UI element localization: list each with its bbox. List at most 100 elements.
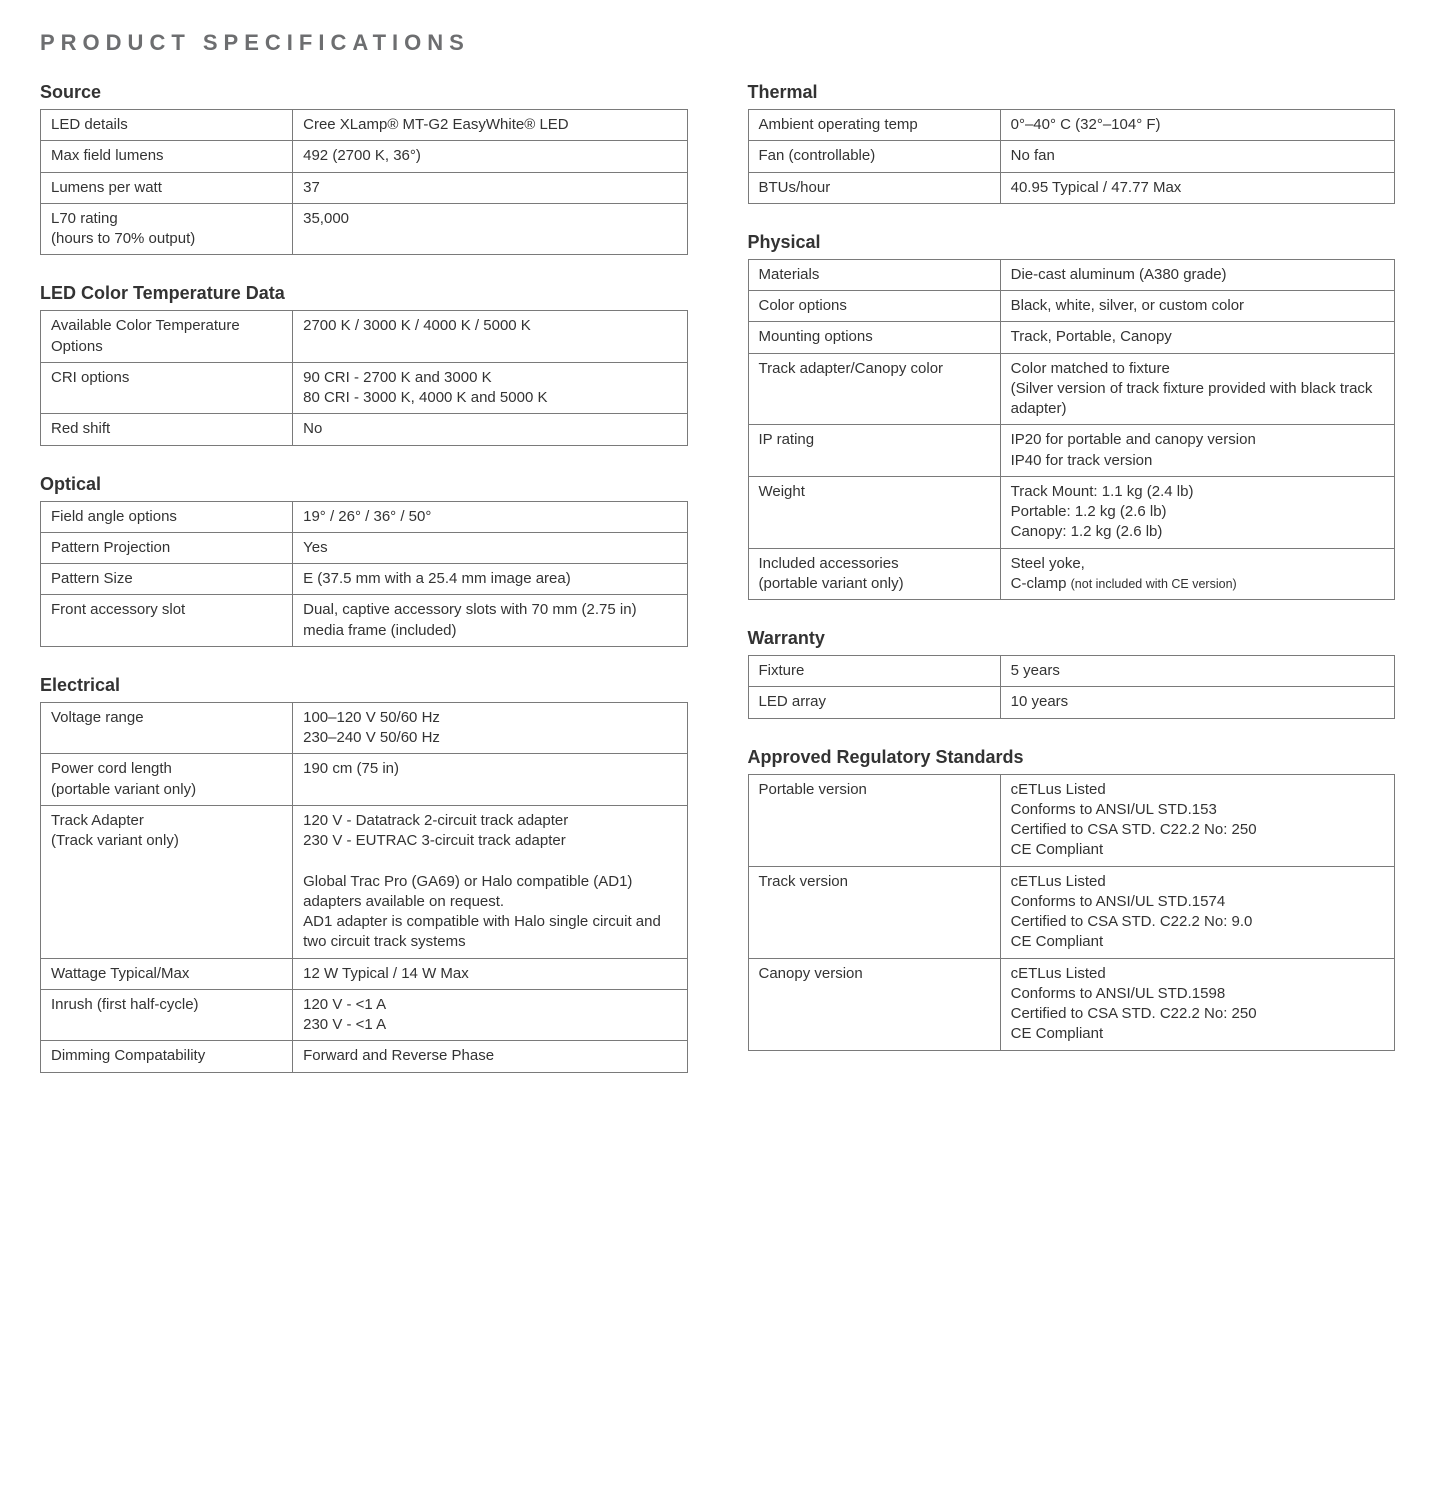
cell-value: E (37.5 mm with a 25.4 mm image area): [293, 564, 687, 595]
table-row: Canopy version cETLus Listed Conforms to…: [748, 958, 1395, 1050]
cell-label: Ambient operating temp: [748, 110, 1000, 141]
cell-label: BTUs/hour: [748, 172, 1000, 203]
cell-value: 10 years: [1000, 687, 1394, 718]
table-row: Pattern Size E (37.5 mm with a 25.4 mm i…: [41, 564, 688, 595]
section-source: Source LED details Cree XLamp® MT-G2 Eas…: [40, 82, 688, 255]
cell-label: Lumens per watt: [41, 172, 293, 203]
table-physical: Materials Die-cast aluminum (A380 grade)…: [748, 259, 1396, 600]
section-optical: Optical Field angle options 19° / 26° / …: [40, 474, 688, 647]
cell-label: Front accessory slot: [41, 595, 293, 647]
cell-label: Inrush (first half-cycle): [41, 989, 293, 1041]
cell-value: 5 years: [1000, 656, 1394, 687]
cell-value: No: [293, 414, 687, 445]
section-title-optical: Optical: [40, 474, 688, 495]
cell-value: 120 V - Datatrack 2-circuit track adapte…: [293, 805, 687, 958]
section-warranty: Warranty Fixture 5 years LED array 10 ye…: [748, 628, 1396, 719]
cell-label: Fan (controllable): [748, 141, 1000, 172]
table-row: Power cord length (portable variant only…: [41, 754, 688, 806]
table-row: CRI options 90 CRI - 2700 K and 3000 K 8…: [41, 362, 688, 414]
table-row: Front accessory slot Dual, captive acces…: [41, 595, 688, 647]
cell-label: Pattern Projection: [41, 532, 293, 563]
cell-value: 12 W Typical / 14 W Max: [293, 958, 687, 989]
cell-label: Track Adapter (Track variant only): [41, 805, 293, 958]
cell-label: Weight: [748, 476, 1000, 548]
section-title-regulatory: Approved Regulatory Standards: [748, 747, 1396, 768]
cell-label: Track version: [748, 866, 1000, 958]
cell-label: LED array: [748, 687, 1000, 718]
table-row: L70 rating (hours to 70% output) 35,000: [41, 203, 688, 255]
cell-value: Dual, captive accessory slots with 70 mm…: [293, 595, 687, 647]
accessories-note: (not included with CE version): [1071, 577, 1237, 591]
table-row: IP rating IP20 for portable and canopy v…: [748, 425, 1395, 477]
table-row: Color options Black, white, silver, or c…: [748, 291, 1395, 322]
cell-label: Field angle options: [41, 501, 293, 532]
cell-value: 100–120 V 50/60 Hz 230–240 V 50/60 Hz: [293, 702, 687, 754]
table-warranty: Fixture 5 years LED array 10 years: [748, 655, 1396, 719]
table-row: Weight Track Mount: 1.1 kg (2.4 lb) Port…: [748, 476, 1395, 548]
table-row: Pattern Projection Yes: [41, 532, 688, 563]
cell-label: Dimming Compatability: [41, 1041, 293, 1072]
table-row: Max field lumens 492 (2700 K, 36°): [41, 141, 688, 172]
table-source: LED details Cree XLamp® MT-G2 EasyWhite®…: [40, 109, 688, 255]
cell-label: Included accessories (portable variant o…: [748, 548, 1000, 600]
table-row: Track version cETLus Listed Conforms to …: [748, 866, 1395, 958]
right-column: Thermal Ambient operating temp 0°–40° C …: [748, 82, 1396, 1101]
cell-value: cETLus Listed Conforms to ANSI/UL STD.15…: [1000, 774, 1394, 866]
table-row: Red shift No: [41, 414, 688, 445]
table-row: Dimming Compatability Forward and Revers…: [41, 1041, 688, 1072]
cell-label: Max field lumens: [41, 141, 293, 172]
cell-label: Mounting options: [748, 322, 1000, 353]
cell-label: Fixture: [748, 656, 1000, 687]
columns-container: Source LED details Cree XLamp® MT-G2 Eas…: [40, 82, 1395, 1101]
cell-value: Color matched to fixture (Silver version…: [1000, 353, 1394, 425]
section-title-led-color: LED Color Temperature Data: [40, 283, 688, 304]
table-row: Track adapter/Canopy color Color matched…: [748, 353, 1395, 425]
cell-value: 19° / 26° / 36° / 50°: [293, 501, 687, 532]
cell-value: Black, white, silver, or custom color: [1000, 291, 1394, 322]
cell-value: Track Mount: 1.1 kg (2.4 lb) Portable: 1…: [1000, 476, 1394, 548]
table-thermal: Ambient operating temp 0°–40° C (32°–104…: [748, 109, 1396, 204]
left-column: Source LED details Cree XLamp® MT-G2 Eas…: [40, 82, 688, 1101]
cell-value: Die-cast aluminum (A380 grade): [1000, 259, 1394, 290]
table-row: Portable version cETLus Listed Conforms …: [748, 774, 1395, 866]
table-led-color: Available Color Temperature Options 2700…: [40, 310, 688, 445]
section-electrical: Electrical Voltage range 100–120 V 50/60…: [40, 675, 688, 1073]
cell-label: Red shift: [41, 414, 293, 445]
table-row: Inrush (first half-cycle) 120 V - <1 A 2…: [41, 989, 688, 1041]
cell-label: Wattage Typical/Max: [41, 958, 293, 989]
section-title-physical: Physical: [748, 232, 1396, 253]
cell-value: 0°–40° C (32°–104° F): [1000, 110, 1394, 141]
cell-label: Voltage range: [41, 702, 293, 754]
section-title-warranty: Warranty: [748, 628, 1396, 649]
cell-value: cETLus Listed Conforms to ANSI/UL STD.15…: [1000, 866, 1394, 958]
table-row: Available Color Temperature Options 2700…: [41, 311, 688, 363]
section-title-source: Source: [40, 82, 688, 103]
table-row: Included accessories (portable variant o…: [748, 548, 1395, 600]
cell-value: No fan: [1000, 141, 1394, 172]
table-row: Lumens per watt 37: [41, 172, 688, 203]
cell-value: Forward and Reverse Phase: [293, 1041, 687, 1072]
cell-value: 2700 K / 3000 K / 4000 K / 5000 K: [293, 311, 687, 363]
cell-label: Available Color Temperature Options: [41, 311, 293, 363]
cell-value: 190 cm (75 in): [293, 754, 687, 806]
cell-label: Materials: [748, 259, 1000, 290]
cell-value: 120 V - <1 A 230 V - <1 A: [293, 989, 687, 1041]
table-row: Voltage range 100–120 V 50/60 Hz 230–240…: [41, 702, 688, 754]
section-led-color: LED Color Temperature Data Available Col…: [40, 283, 688, 445]
section-physical: Physical Materials Die-cast aluminum (A3…: [748, 232, 1396, 600]
table-regulatory: Portable version cETLus Listed Conforms …: [748, 774, 1396, 1051]
section-title-electrical: Electrical: [40, 675, 688, 696]
cell-label: Canopy version: [748, 958, 1000, 1050]
cell-value: 37: [293, 172, 687, 203]
section-regulatory: Approved Regulatory Standards Portable v…: [748, 747, 1396, 1051]
table-optical: Field angle options 19° / 26° / 36° / 50…: [40, 501, 688, 647]
cell-label: LED details: [41, 110, 293, 141]
table-row: Materials Die-cast aluminum (A380 grade): [748, 259, 1395, 290]
section-title-thermal: Thermal: [748, 82, 1396, 103]
cell-value: Steel yoke, C-clamp (not included with C…: [1000, 548, 1394, 600]
table-row: Wattage Typical/Max 12 W Typical / 14 W …: [41, 958, 688, 989]
table-row: Fixture 5 years: [748, 656, 1395, 687]
cell-value: 90 CRI - 2700 K and 3000 K 80 CRI - 3000…: [293, 362, 687, 414]
section-thermal: Thermal Ambient operating temp 0°–40° C …: [748, 82, 1396, 204]
cell-value: 492 (2700 K, 36°): [293, 141, 687, 172]
